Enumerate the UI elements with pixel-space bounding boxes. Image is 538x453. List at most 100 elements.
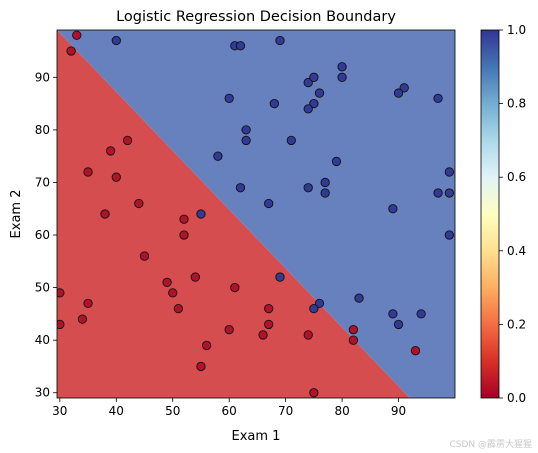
- colorbar-tick-label: 0.0: [507, 391, 526, 405]
- point-class-1: [433, 188, 443, 198]
- point-class-0: [72, 30, 82, 40]
- point-class-1: [444, 167, 455, 177]
- colorbar-tick-label: 1.0: [507, 23, 526, 37]
- point-class-0: [57, 288, 65, 298]
- x-tick-label: 70: [278, 404, 293, 418]
- y-tick-label: 30: [35, 386, 50, 400]
- point-class-1: [309, 72, 319, 82]
- point-class-1: [337, 72, 347, 82]
- point-class-1: [303, 77, 313, 88]
- point-class-1: [320, 177, 330, 188]
- point-class-0: [173, 303, 184, 314]
- point-class-0: [111, 172, 121, 182]
- point-class-0: [162, 277, 172, 287]
- point-class-0: [122, 135, 133, 146]
- colorbar-tick-label: 0.4: [507, 244, 526, 258]
- point-class-0: [224, 325, 234, 335]
- point-class-0: [83, 298, 93, 309]
- point-class-0: [258, 330, 268, 340]
- point-class-0: [410, 346, 421, 356]
- point-class-1: [337, 62, 347, 72]
- x-tick-label: 50: [165, 404, 180, 418]
- x-tick-label: 30: [52, 404, 67, 418]
- colorbar-ticks: 0.0 0.2 0.4 0.6 0.8 1.0: [499, 23, 526, 405]
- point-class-1: [286, 135, 296, 146]
- y-tick-label: 90: [35, 70, 50, 84]
- point-class-0: [66, 46, 76, 56]
- point-class-1: [303, 104, 313, 114]
- data-points: [57, 30, 455, 398]
- watermark: CSDN @霹雳大猩猩: [449, 440, 532, 450]
- point-class-0: [230, 282, 240, 293]
- point-class-1: [433, 93, 443, 103]
- point-class-1: [416, 309, 426, 319]
- point-class-1: [235, 41, 246, 51]
- point-class-1: [393, 319, 404, 330]
- point-class-1: [314, 88, 325, 98]
- point-class-0: [179, 214, 189, 224]
- point-class-0: [105, 146, 116, 156]
- point-class-1: [303, 183, 313, 193]
- point-class-0: [190, 272, 200, 282]
- point-class-1: [309, 98, 319, 109]
- point-class-0: [348, 325, 359, 335]
- point-class-1: [331, 156, 342, 167]
- x-tick-label: 40: [109, 404, 124, 418]
- point-class-0: [134, 198, 144, 209]
- point-class-1: [399, 83, 409, 93]
- point-class-0: [179, 230, 189, 240]
- point-class-1: [354, 293, 364, 303]
- point-class-1: [309, 303, 319, 314]
- point-class-1: [264, 198, 274, 209]
- y-axis-label: Exam 2: [9, 190, 24, 239]
- point-class-1: [269, 98, 279, 109]
- y-tick-label: 50: [35, 281, 50, 295]
- point-class-0: [264, 303, 274, 314]
- point-class-0: [348, 335, 359, 345]
- point-class-1: [224, 93, 234, 103]
- point-class-0: [303, 330, 313, 340]
- point-class-0: [168, 288, 178, 298]
- point-class-1: [111, 35, 121, 46]
- y-tick-label: 80: [35, 123, 50, 137]
- point-class-0: [196, 361, 206, 372]
- colorbar-tick-label: 0.2: [507, 317, 526, 331]
- point-class-1: [241, 135, 251, 146]
- chart-title: Logistic Regression Decision Boundary: [116, 9, 396, 25]
- x-tick-label: 80: [334, 404, 349, 418]
- point-class-1: [196, 209, 206, 219]
- point-class-0: [139, 251, 150, 261]
- point-class-1: [444, 188, 455, 198]
- plot-frame: [56, 29, 456, 399]
- y-tick-label: 40: [35, 333, 50, 347]
- point-class-0: [201, 340, 212, 351]
- region-class-1: [57, 30, 455, 398]
- point-class-1: [275, 35, 285, 46]
- y-tick-label: 70: [35, 175, 50, 189]
- y-tick-label: 60: [35, 228, 50, 242]
- point-class-1: [388, 309, 398, 319]
- x-tick-label: 60: [222, 404, 237, 418]
- point-class-1: [275, 272, 285, 282]
- y-axis-ticks: 30 40 50 60 70 80 90: [35, 70, 57, 400]
- point-class-1: [393, 88, 404, 98]
- point-class-0: [77, 314, 88, 324]
- point-class-1: [320, 188, 330, 198]
- point-class-0: [264, 319, 274, 330]
- point-class-0: [309, 388, 319, 398]
- point-class-1: [388, 204, 398, 214]
- point-class-1: [444, 230, 455, 240]
- colorbar: [480, 29, 500, 399]
- point-class-1: [241, 125, 251, 135]
- x-axis-label: Exam 1: [232, 429, 281, 444]
- x-tick-label: 90: [391, 404, 406, 418]
- x-axis-ticks: 30 40 50 60 70 80 90: [52, 398, 406, 418]
- point-class-0: [100, 209, 110, 219]
- point-class-0: [57, 319, 65, 330]
- point-class-1: [235, 183, 246, 193]
- colorbar-tick-label: 0.6: [507, 170, 526, 184]
- plot-area: [57, 30, 455, 398]
- point-class-1: [213, 151, 223, 161]
- colorbar-tick-label: 0.8: [507, 97, 526, 111]
